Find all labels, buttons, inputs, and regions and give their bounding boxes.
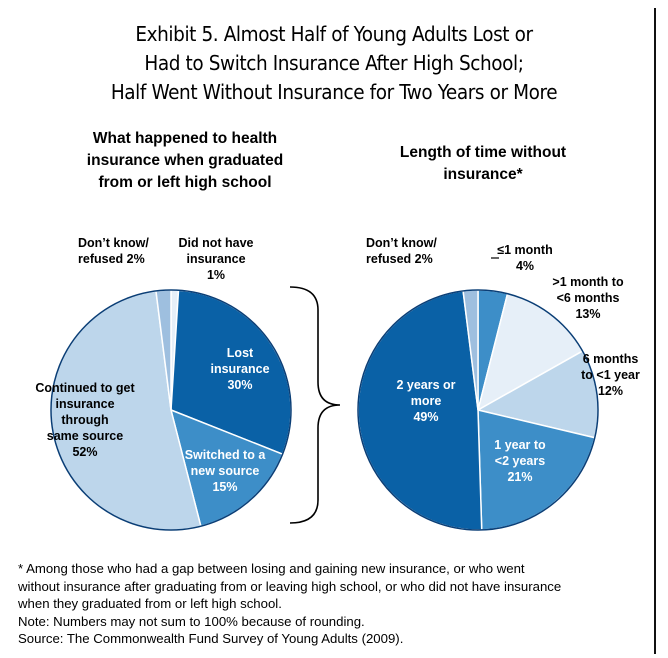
footnote-line: without insurance after graduating from … [18, 578, 562, 594]
chart-title: Exhibit 5. Almost Half of Young Adults L… [0, 20, 668, 107]
label-continued: Continued to get insurance through same … [35, 381, 135, 459]
label-did-not-have: Did not have insurance 1% [178, 236, 254, 282]
left-pie-title-line: What happened to health [92, 130, 278, 147]
label-one-to-two-years: 1 year to <2 years 21% [494, 438, 546, 484]
label-dont-know-left: Don’t know/ refused 2% [78, 236, 149, 266]
left-pie-title-line: insurance when graduated [86, 152, 284, 169]
footnotes: * Among those who had a gap between losi… [18, 560, 658, 648]
footnote-line: Source: The Commonwealth Fund Survey of … [18, 631, 404, 646]
label-lost-insurance: Lost insurance 30% [210, 346, 270, 392]
right-pie-title-line: insurance* [443, 166, 523, 183]
footnote-line: when they graduated from or left high sc… [18, 596, 282, 611]
left-pie-title: What happened to health insurance when g… [60, 128, 310, 194]
footnote-line: * Among those who had a gap between losi… [18, 561, 525, 576]
label-six-to-year: 6 months to <1 year 12% [581, 352, 640, 398]
right-pie-title-line: Length of time without [399, 144, 567, 161]
pie-outline [50, 289, 292, 531]
label-one-to-six: >1 month to <6 months 13% [552, 275, 624, 321]
title-line: Half Went Without Insurance for Two Year… [110, 80, 558, 104]
label-switched: Switched to a new source 15% [184, 448, 266, 494]
figure-frame [8, 8, 656, 654]
label-one-month: ≤1 month 4% [497, 243, 553, 273]
right-pie-title: Length of time without insurance* [358, 142, 608, 186]
footnote-line: Note: Numbers may not sum to 100% becaus… [18, 613, 365, 629]
left-pie-title-line: from or left high school [98, 174, 272, 191]
label-two-years-more: 2 years or more 49% [396, 378, 456, 424]
title-line: Had to Switch Insurance After High Schoo… [144, 51, 524, 75]
right-pie [357, 289, 599, 531]
connecting-brace [289, 286, 341, 524]
pie-outline [357, 289, 599, 531]
left-pie [50, 289, 292, 531]
label-dont-know-right: Don’t know/ refused 2% [366, 236, 437, 266]
title-line: Exhibit 5. Almost Half of Young Adults L… [135, 22, 533, 46]
